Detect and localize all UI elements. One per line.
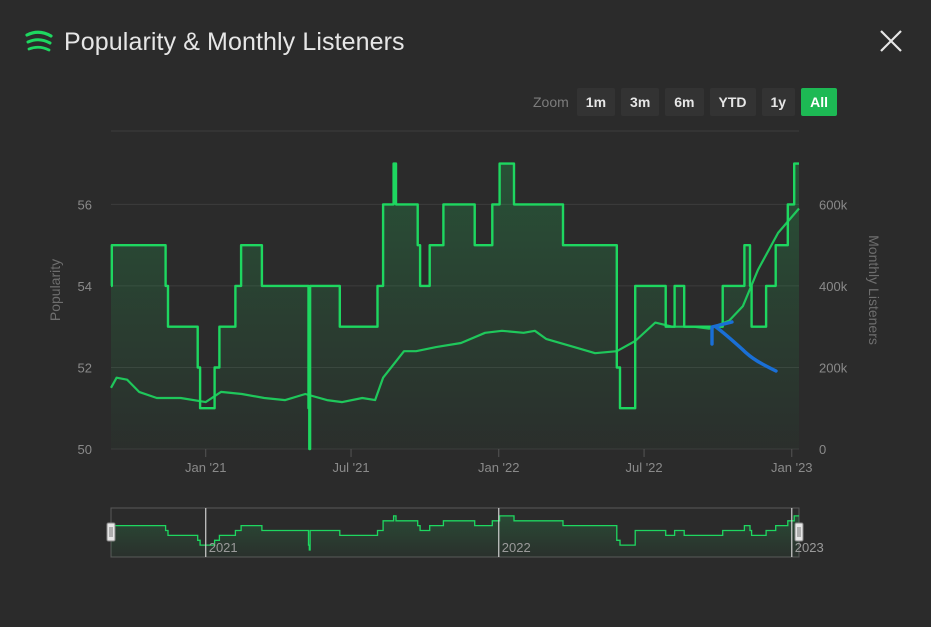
- zoom-1m-button[interactable]: 1m: [576, 88, 616, 116]
- x-tick-label: Jan '23: [771, 460, 813, 475]
- zoom-all-button[interactable]: All: [801, 88, 837, 116]
- zoom-label: Zoom: [533, 94, 569, 110]
- navigator-series-line: [111, 515, 799, 551]
- y-right-axis-title: Monthly Listeners: [866, 235, 882, 345]
- plot-area: [110, 162, 800, 451]
- zoom-6m-button[interactable]: 6m: [665, 88, 704, 116]
- chart-grid: [111, 130, 799, 457]
- navigator-year-label: 2023: [795, 540, 824, 555]
- x-tick-label: Jan '22: [478, 460, 520, 475]
- popularity-series-line: [110, 162, 799, 451]
- annotation-arrow: [710, 320, 778, 373]
- y-left-tick-label: 56: [78, 197, 92, 212]
- navigator-left-handle[interactable]: [106, 522, 116, 542]
- close-icon[interactable]: [874, 24, 908, 58]
- zoom-1y-button[interactable]: 1y: [761, 88, 796, 116]
- y-right-tick-label: 200k: [819, 360, 848, 375]
- y-right-tick-label: 600k: [819, 197, 848, 212]
- x-tick-label: Jan '21: [185, 460, 227, 475]
- header: Popularity & Monthly Listeners: [24, 24, 405, 60]
- y-left-tick-label: 54: [78, 279, 92, 294]
- x-tick-label: Jul '22: [625, 460, 662, 475]
- page-title: Popularity & Monthly Listeners: [64, 27, 405, 56]
- monthly-listeners-series-line: [110, 207, 800, 404]
- y-left-tick-label: 50: [78, 442, 92, 457]
- x-tick-label: Jul '21: [332, 460, 369, 475]
- navigator-year-label: 2022: [502, 540, 531, 555]
- annotation-layer: [710, 320, 778, 373]
- y-right-tick-label: 0: [819, 442, 826, 457]
- navigator-frame: [110, 507, 800, 558]
- zoom-ytd-button[interactable]: YTD: [709, 88, 756, 116]
- zoom-controls: Zoom 1m 3m 6m YTD 1y All: [533, 88, 837, 116]
- spotify-bars-icon: [25, 30, 53, 52]
- navigator-area: [111, 515, 799, 557]
- y-left-tick-label: 52: [78, 360, 92, 375]
- navigator-year-label: 2021: [209, 540, 238, 555]
- y-left-axis-title: Popularity: [47, 259, 63, 321]
- y-right-tick-label: 400k: [819, 279, 848, 294]
- range-navigator: 2021 2022 2023: [106, 507, 824, 558]
- axis-labels: 50 52 54 56 0 200k 400k 600k Jan '21 Jul '21 Jan '…: [47, 197, 882, 475]
- popularity-area: [111, 163, 799, 449]
- zoom-3m-button[interactable]: 3m: [621, 88, 660, 116]
- navigator-right-handle[interactable]: [794, 522, 804, 542]
